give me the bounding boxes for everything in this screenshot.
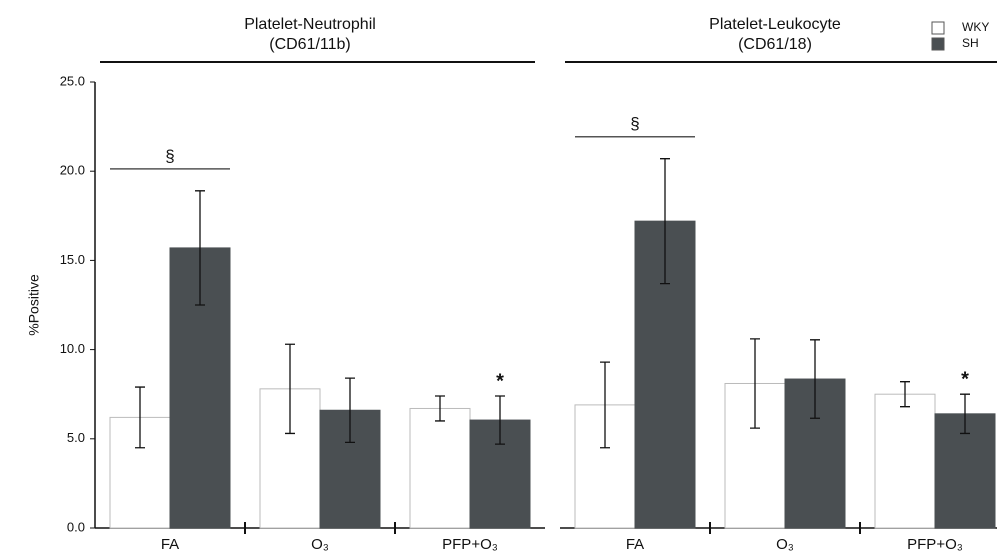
- error-bar: [960, 393, 970, 435]
- error-bar: [750, 338, 760, 429]
- bar: [409, 407, 471, 529]
- y-tick-label: 20.0: [60, 163, 85, 178]
- bracket-label: §: [165, 146, 174, 165]
- legend-label: SH: [962, 36, 979, 50]
- y-tick-label: 5.0: [67, 430, 85, 445]
- significance-marker: *: [496, 370, 504, 392]
- error-bar: [600, 361, 610, 449]
- legend-label: WKY: [962, 20, 989, 34]
- x-tick-label: FA: [161, 536, 179, 553]
- error-bar: [495, 395, 505, 445]
- y-axis-label: %Positive: [26, 274, 42, 336]
- y-tick-label: 10.0: [60, 341, 85, 356]
- x-tick-label: O₃: [776, 536, 794, 553]
- legend-swatch: [931, 37, 945, 51]
- legend-swatch: [931, 21, 945, 35]
- x-tick-label: FA: [626, 536, 644, 553]
- error-bar: [435, 395, 445, 422]
- error-bar: [660, 158, 670, 285]
- error-bar: [285, 343, 295, 435]
- bar: [874, 393, 936, 529]
- y-tick-label: 25.0: [60, 73, 85, 88]
- group-subtitle: (CD61/18): [738, 36, 812, 53]
- error-bar: [345, 377, 355, 444]
- significance-marker: *: [961, 368, 969, 390]
- group-title: Platelet-Neutrophil: [244, 16, 376, 33]
- y-tick-label: 0.0: [67, 519, 85, 534]
- error-bar: [135, 386, 145, 449]
- error-bar: [900, 381, 910, 408]
- bracket-label: §: [630, 114, 639, 133]
- y-tick-label: 15.0: [60, 252, 85, 267]
- x-tick-label: PFP+O₃: [907, 536, 963, 553]
- group-title: Platelet-Leukocyte: [709, 16, 841, 33]
- group-subtitle: (CD61/11b): [269, 36, 351, 53]
- x-tick-label: PFP+O₃: [442, 536, 498, 553]
- x-tick-label: O₃: [311, 536, 329, 553]
- error-bar: [810, 339, 820, 419]
- error-bar: [195, 190, 205, 306]
